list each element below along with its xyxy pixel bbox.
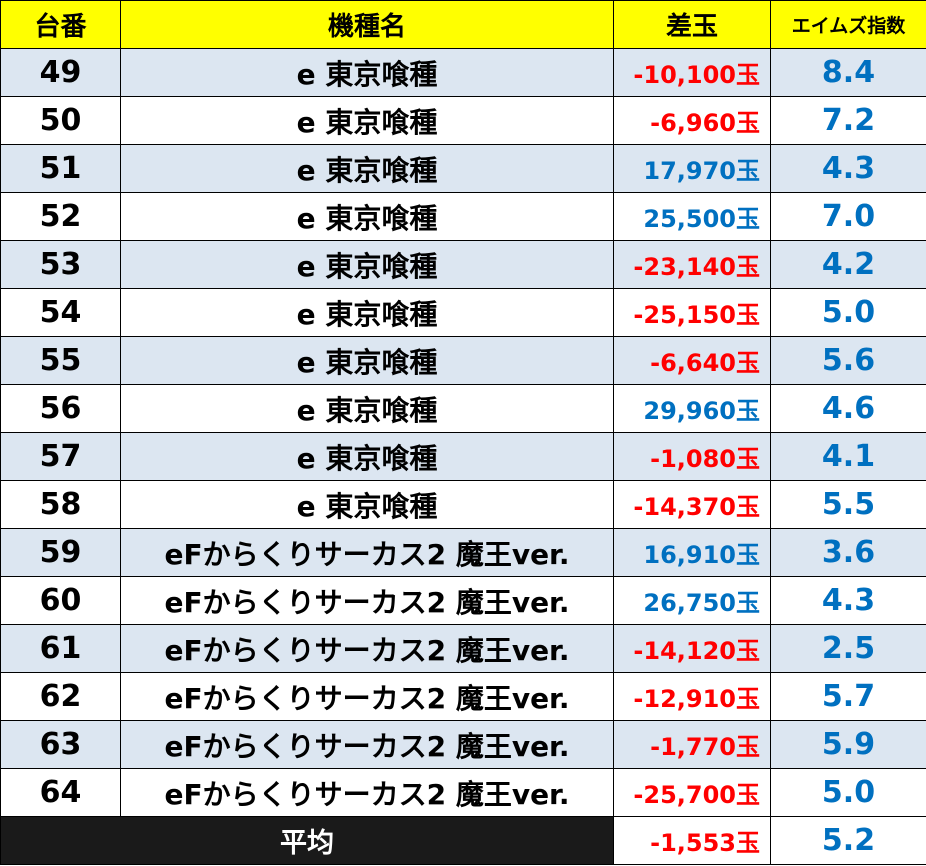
machine-name-cell: e 東京喰種 (120, 480, 614, 529)
ball-difference-cell: -25,150玉 (613, 288, 771, 337)
unit-number-cell: 55 (0, 336, 121, 385)
unit-number-cell: 62 (0, 672, 121, 721)
aims-index-cell: 4.2 (770, 240, 926, 289)
table-row: 54 e 東京喰種 -25,150玉 5.0 (0, 288, 926, 337)
aims-index-cell: 5.0 (770, 288, 926, 337)
table-row: 49 e 東京喰種 -10,100玉 8.4 (0, 48, 926, 97)
machine-name-cell: e 東京喰種 (120, 432, 614, 481)
machine-name-cell: eFからくりサーカス2 魔王ver. (120, 672, 614, 721)
header-machine-name: 機種名 (120, 0, 614, 49)
unit-number-cell: 50 (0, 96, 121, 145)
table-footer: 平均 -1,553玉 5.2 (0, 816, 926, 865)
unit-number-cell: 54 (0, 288, 121, 337)
aims-index-cell: 4.3 (770, 144, 926, 193)
unit-number-cell: 49 (0, 48, 121, 97)
header-row: 台番 機種名 差玉 エイムズ指数 (0, 0, 926, 49)
header-ball-difference: 差玉 (613, 0, 771, 49)
table-row: 51 e 東京喰種 17,970玉 4.3 (0, 144, 926, 193)
table-row: 56 e 東京喰種 29,960玉 4.6 (0, 384, 926, 433)
ball-difference-cell: 25,500玉 (613, 192, 771, 241)
table-row: 62 eFからくりサーカス2 魔王ver. -12,910玉 5.7 (0, 672, 926, 721)
unit-number-cell: 64 (0, 768, 121, 817)
table-row: 57 e 東京喰種 -1,080玉 4.1 (0, 432, 926, 481)
ball-difference-cell: -6,960玉 (613, 96, 771, 145)
ball-difference-cell: -14,370玉 (613, 480, 771, 529)
table-row: 50 e 東京喰種 -6,960玉 7.2 (0, 96, 926, 145)
table-row: 55 e 東京喰種 -6,640玉 5.6 (0, 336, 926, 385)
aims-index-cell: 4.3 (770, 576, 926, 625)
aims-index-cell: 5.6 (770, 336, 926, 385)
ball-difference-cell: -10,100玉 (613, 48, 771, 97)
unit-number-cell: 60 (0, 576, 121, 625)
unit-number-cell: 58 (0, 480, 121, 529)
ball-difference-cell: -14,120玉 (613, 624, 771, 673)
ball-difference-cell: 17,970玉 (613, 144, 771, 193)
ball-difference-cell: 29,960玉 (613, 384, 771, 433)
machine-name-cell: e 東京喰種 (120, 240, 614, 289)
header-unit-number: 台番 (0, 0, 121, 49)
ball-difference-cell: 26,750玉 (613, 576, 771, 625)
machine-name-cell: e 東京喰種 (120, 336, 614, 385)
machine-name-cell: eFからくりサーカス2 魔王ver. (120, 576, 614, 625)
aims-index-cell: 4.6 (770, 384, 926, 433)
unit-number-cell: 51 (0, 144, 121, 193)
machine-name-cell: e 東京喰種 (120, 96, 614, 145)
machine-name-cell: eFからくりサーカス2 魔王ver. (120, 768, 614, 817)
aims-index-cell: 2.5 (770, 624, 926, 673)
unit-number-cell: 63 (0, 720, 121, 769)
aims-index-cell: 5.9 (770, 720, 926, 769)
aims-index-cell: 5.0 (770, 768, 926, 817)
aims-index-cell: 3.6 (770, 528, 926, 577)
machine-name-cell: eFからくりサーカス2 魔王ver. (120, 528, 614, 577)
unit-number-cell: 61 (0, 624, 121, 673)
ball-difference-cell: 16,910玉 (613, 528, 771, 577)
aims-index-cell: 5.5 (770, 480, 926, 529)
average-label: 平均 (0, 816, 614, 865)
unit-number-cell: 57 (0, 432, 121, 481)
machine-name-cell: e 東京喰種 (120, 48, 614, 97)
machine-name-cell: eFからくりサーカス2 魔王ver. (120, 720, 614, 769)
machine-name-cell: e 東京喰種 (120, 384, 614, 433)
average-row: 平均 -1,553玉 5.2 (0, 816, 926, 865)
aims-index-cell: 4.1 (770, 432, 926, 481)
ball-difference-cell: -1,770玉 (613, 720, 771, 769)
average-aims-index: 5.2 (770, 816, 926, 865)
table-row: 58 e 東京喰種 -14,370玉 5.5 (0, 480, 926, 529)
aims-index-cell: 7.0 (770, 192, 926, 241)
aims-index-cell: 5.7 (770, 672, 926, 721)
table-row: 53 e 東京喰種 -23,140玉 4.2 (0, 240, 926, 289)
table-row: 63 eFからくりサーカス2 魔王ver. -1,770玉 5.9 (0, 720, 926, 769)
ball-difference-cell: -25,700玉 (613, 768, 771, 817)
table-body: 49 e 東京喰種 -10,100玉 8.4 50 e 東京喰種 -6,960玉 7.2 51 e… (0, 48, 926, 817)
machine-name-cell: e 東京喰種 (120, 144, 614, 193)
table-row: 59 eFからくりサーカス2 魔王ver. 16,910玉 3.6 (0, 528, 926, 577)
table-row: 64 eFからくりサーカス2 魔王ver. -25,700玉 5.0 (0, 768, 926, 817)
ball-difference-cell: -23,140玉 (613, 240, 771, 289)
ball-difference-cell: -6,640玉 (613, 336, 771, 385)
table-header: 台番 機種名 差玉 エイムズ指数 (0, 0, 926, 49)
unit-number-cell: 59 (0, 528, 121, 577)
table-row: 61 eFからくりサーカス2 魔王ver. -14,120玉 2.5 (0, 624, 926, 673)
unit-number-cell: 52 (0, 192, 121, 241)
unit-number-cell: 56 (0, 384, 121, 433)
ball-difference-cell: -1,080玉 (613, 432, 771, 481)
machine-name-cell: e 東京喰種 (120, 288, 614, 337)
table-row: 60 eFからくりサーカス2 魔王ver. 26,750玉 4.3 (0, 576, 926, 625)
header-aims-index: エイムズ指数 (770, 0, 926, 49)
ball-difference-cell: -12,910玉 (613, 672, 771, 721)
machine-name-cell: eFからくりサーカス2 魔王ver. (120, 624, 614, 673)
average-ball-difference: -1,553玉 (613, 816, 771, 865)
unit-number-cell: 53 (0, 240, 121, 289)
machine-name-cell: e 東京喰種 (120, 192, 614, 241)
table-row: 52 e 東京喰種 25,500玉 7.0 (0, 192, 926, 241)
aims-index-cell: 8.4 (770, 48, 926, 97)
aims-index-cell: 7.2 (770, 96, 926, 145)
